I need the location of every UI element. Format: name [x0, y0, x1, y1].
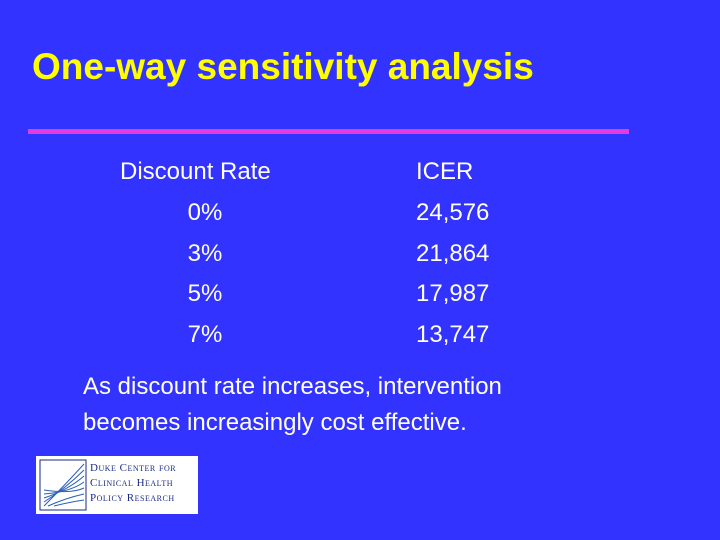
logo-line: Clinical Health [90, 477, 174, 489]
table-cell: 17,987 [416, 280, 490, 307]
column-header: Discount Rate [120, 158, 271, 185]
title-rule [28, 129, 629, 134]
table-cell: 24,576 [416, 199, 490, 226]
table-cell: 0% [187, 199, 223, 226]
table-cell: 13,747 [416, 320, 490, 348]
logo-line: Policy Research [90, 492, 175, 504]
logo-graphic [39, 459, 87, 511]
table-cell: 3% [187, 239, 223, 267]
column-header: ICER [416, 158, 474, 185]
logo-line: Duke Center for [90, 462, 177, 474]
note-line: As discount rate increases, intervention [83, 373, 502, 400]
note-line: becomes increasingly cost effective. [83, 409, 467, 436]
table-cell: 7% [187, 320, 223, 348]
slide-title: One-way sensitivity analysis [32, 46, 534, 87]
table-cell: 21,864 [416, 239, 490, 267]
table-cell: 5% [187, 280, 223, 307]
logo [36, 456, 198, 514]
